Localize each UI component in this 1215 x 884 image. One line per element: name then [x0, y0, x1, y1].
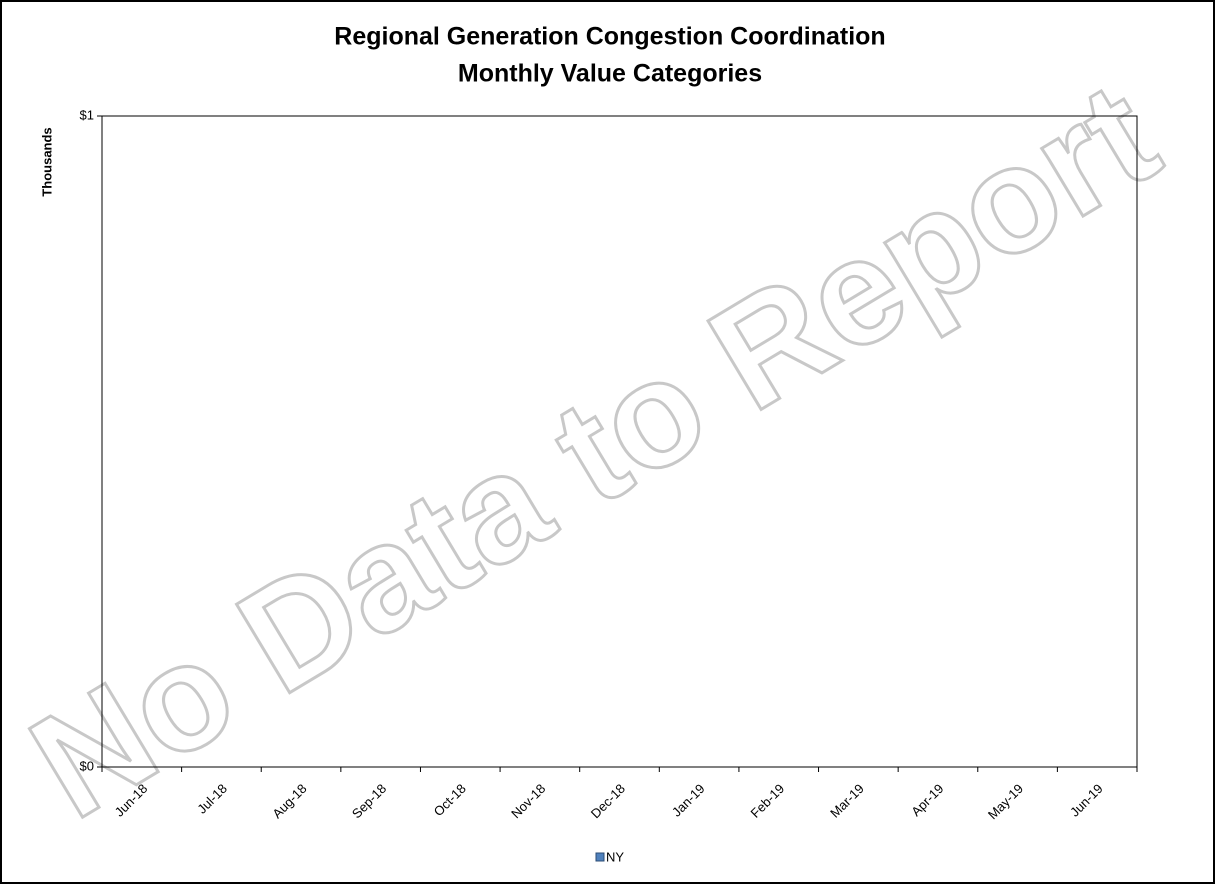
chart-subtitle: Monthly Value Categories [458, 60, 762, 88]
y-axis-label: Thousands [39, 127, 54, 196]
y-tick-label: $0 [80, 758, 94, 773]
plot-area [101, 115, 1138, 768]
legend-swatch [595, 852, 605, 862]
y-tick-label: $1 [80, 107, 94, 122]
chart-title: Regional Generation Congestion Coordinat… [334, 23, 885, 51]
legend-label: NY [606, 849, 624, 864]
